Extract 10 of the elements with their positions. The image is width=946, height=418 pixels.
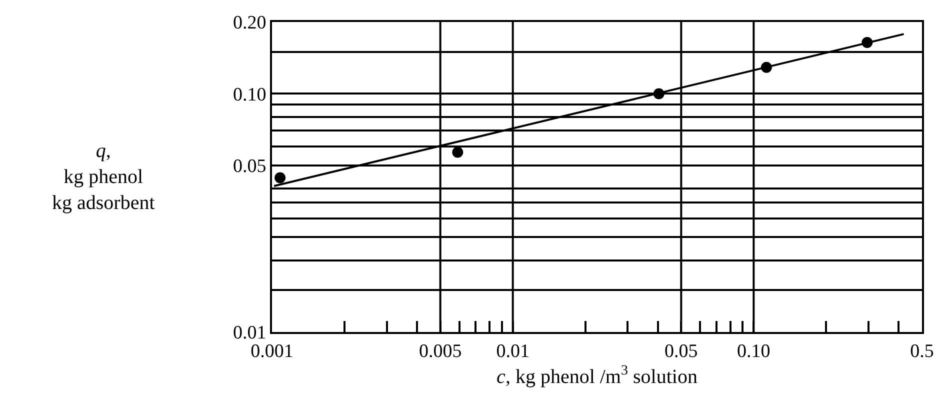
y-tick-label: 0.10: [232, 84, 266, 106]
x-axis-title: c, kg phenol /m$^{3}$ solution: [496, 363, 698, 388]
y-tick-label: 0.05: [232, 156, 266, 178]
x-tick-label: 0.01: [496, 340, 530, 362]
y-axis-title: q, kg phenol kg adsorbent: [52, 140, 156, 214]
x-tick-label: 0.05: [664, 340, 698, 362]
x-tick-label: 0.10: [737, 340, 770, 362]
x-tick-label: 0.5: [910, 340, 934, 362]
x-tick-label: 0.005: [418, 340, 462, 362]
y-tick-label: 0.20: [232, 12, 266, 34]
